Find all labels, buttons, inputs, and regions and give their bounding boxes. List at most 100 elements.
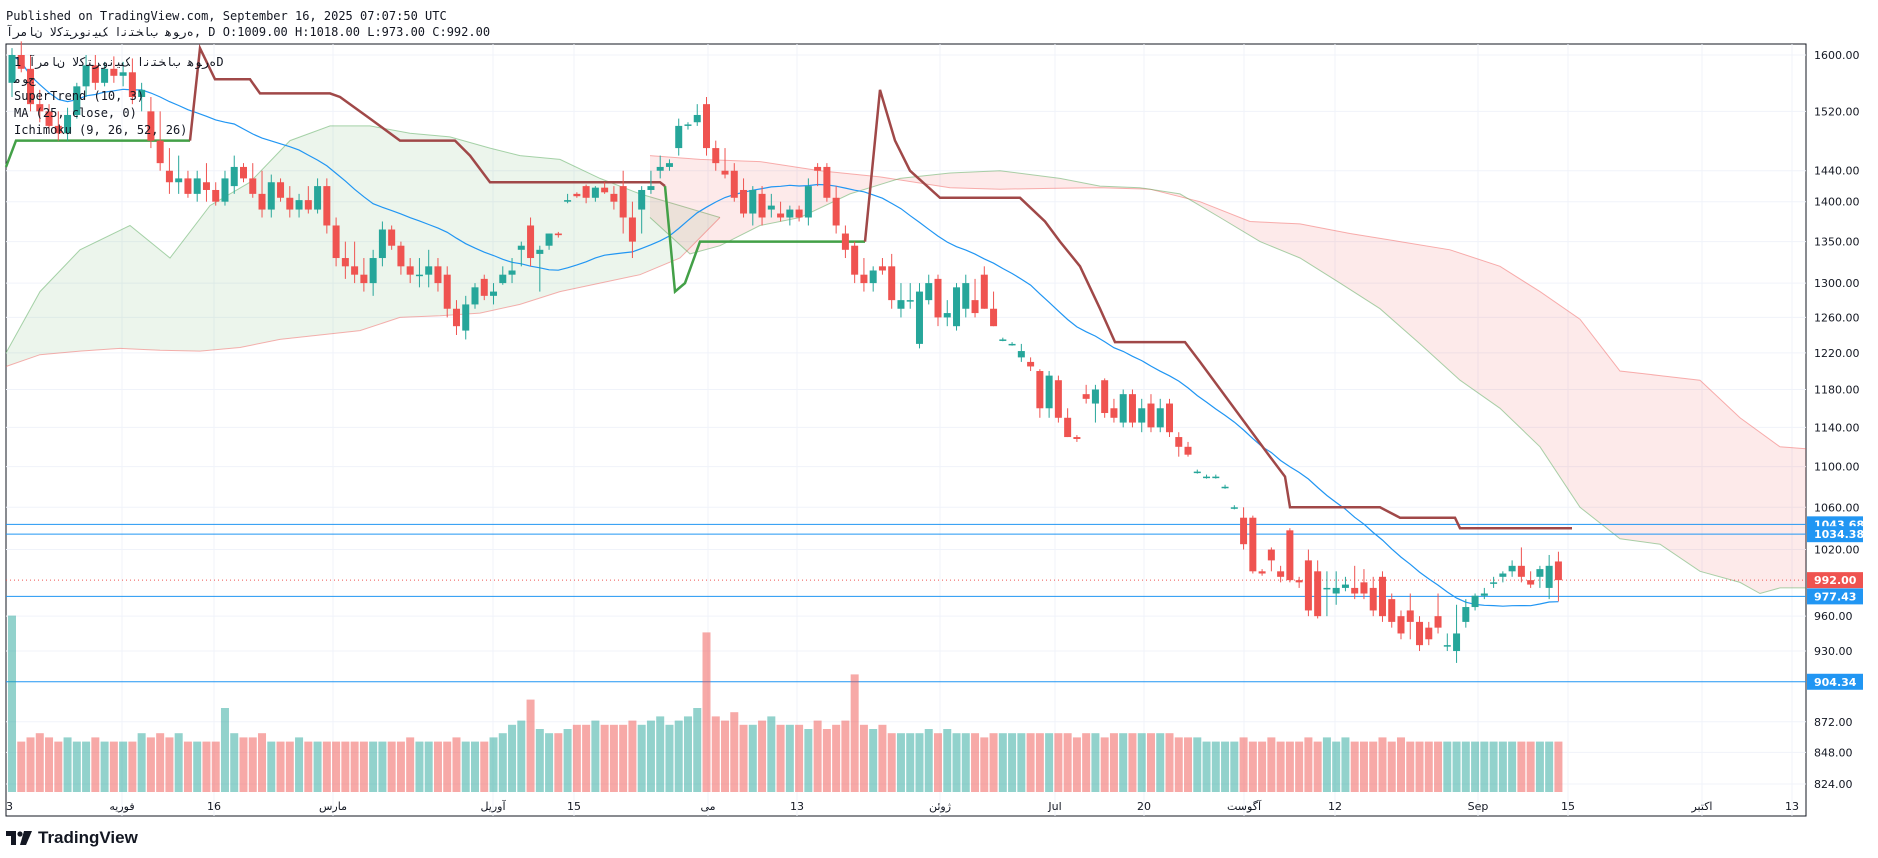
candle-body: [906, 300, 914, 302]
candle-body: [1536, 569, 1544, 577]
candle-body: [1064, 417, 1072, 438]
legend-item-ichimoku[interactable]: Ichimoku (9, 26, 52, 26): [14, 123, 188, 137]
candle-body: [860, 274, 868, 284]
legend-item-ma[interactable]: MA (25, close, 0): [14, 106, 137, 120]
volume-bar: [1369, 741, 1378, 792]
supertrend-up-line: [4, 139, 190, 168]
candle-body: [878, 266, 886, 271]
volume-bar: [332, 741, 341, 792]
candle-body: [462, 304, 470, 331]
volume-bar: [1443, 741, 1452, 792]
candle-body: [240, 166, 247, 179]
candle-body: [1017, 351, 1025, 358]
y-tick-label: 930.00: [1814, 645, 1853, 658]
volume-bar: [1452, 741, 1461, 792]
volume-bar: [1221, 741, 1230, 792]
volume-bar: [1128, 733, 1137, 792]
volume-bar: [1508, 741, 1517, 792]
volume-bar: [1267, 737, 1276, 792]
candle-body: [425, 266, 433, 275]
volume-bar: [276, 741, 285, 792]
candle-body: [749, 189, 757, 214]
legend-item-supertrend[interactable]: SuperTrend (10, 3): [14, 89, 145, 103]
volume-bar: [82, 741, 91, 792]
candle-body: [564, 200, 572, 202]
volume-bar: [406, 737, 415, 792]
candle-body: [1277, 571, 1285, 577]
candle-body: [1471, 595, 1479, 608]
x-tick-label: 15: [567, 800, 581, 813]
volume-bar: [767, 716, 776, 792]
volume-bar: [35, 733, 44, 792]
candle-body: [1332, 587, 1340, 594]
volume-bar: [119, 741, 128, 792]
y-tick-label: 1520.00: [1814, 105, 1860, 118]
candle-body: [156, 140, 164, 164]
candle-body: [138, 89, 146, 97]
candle-body: [378, 229, 386, 259]
volume-bar: [526, 699, 535, 792]
volume-bar: [202, 741, 211, 792]
candle-body: [693, 114, 701, 123]
price-label-box: [1807, 526, 1863, 543]
candle-body: [925, 283, 933, 301]
candle-body: [184, 178, 192, 194]
candle-body: [1545, 565, 1553, 588]
candle-body: [1406, 610, 1414, 622]
candle-body: [314, 186, 322, 210]
candle-body: [1341, 584, 1349, 588]
candle-body: [1369, 587, 1377, 611]
senkou-span-b: [5, 217, 721, 367]
price-axis: 1600.00 1520.00 1440.00 1400.00 1350.00 1300.…: [1807, 49, 1864, 791]
volume-bar: [998, 733, 1007, 792]
volume-bar: [378, 741, 387, 792]
cloud-bullish: [6, 125, 720, 367]
candle-body: [36, 104, 44, 112]
candle-body: [703, 104, 710, 149]
volume-bar: [1304, 737, 1313, 792]
candle-body: [934, 278, 942, 318]
y-tick-label: 1400.00: [1814, 196, 1860, 209]
volume-bar: [600, 724, 609, 792]
volume-bar: [1137, 733, 1146, 792]
candle-body: [341, 258, 349, 267]
volume-bar: [267, 741, 276, 792]
tradingview-brand[interactable]: TradingView: [6, 828, 138, 848]
volume-bar: [433, 741, 442, 792]
volume-bar: [424, 741, 433, 792]
candle-body: [684, 124, 692, 126]
candle-body: [851, 245, 859, 275]
volume-bar: [8, 615, 16, 792]
supertrend-line: [4, 43, 1572, 530]
candle-body: [1221, 486, 1229, 489]
candle-body: [786, 209, 794, 218]
candle-body: [647, 186, 655, 190]
candle-body: [212, 189, 220, 202]
tradingview-wordmark: TradingView: [38, 828, 138, 847]
candle-body: [628, 217, 636, 242]
candle-body: [814, 166, 822, 171]
candle-body: [369, 258, 377, 284]
senkou-span-a: [649, 170, 1806, 595]
legend-item-symbol[interactable]: ﻩﺭﻮﻫ ﺏﺎﺨﺘﻧﺍ ﮏﯿﻧﻭﺮﺘﮐﻻ ﻥﺎﻣﺮﺁ 1D: [14, 55, 224, 69]
volume-bar: [1387, 741, 1396, 792]
volume-bar: [1174, 737, 1183, 792]
legend-item-wave[interactable]: ﺝﻮﻣ: [14, 72, 36, 86]
candle-body: [675, 125, 683, 149]
volume-bar: [1359, 741, 1368, 792]
volume-bar: [1480, 741, 1489, 792]
volume-bar: [128, 741, 137, 792]
candle-body: [1434, 616, 1442, 628]
candle-body: [304, 200, 312, 210]
candle-body: [277, 182, 285, 198]
y-tick-label: 1060.00: [1814, 501, 1860, 514]
candle-body: [1110, 408, 1118, 418]
candle-body: [1295, 580, 1303, 583]
volume-bar: [239, 737, 248, 792]
candle-body: [573, 193, 581, 197]
candle-body: [1036, 371, 1044, 409]
candle-body: [128, 72, 136, 97]
senkou-span-a: [5, 125, 721, 354]
candle-body: [64, 114, 72, 134]
